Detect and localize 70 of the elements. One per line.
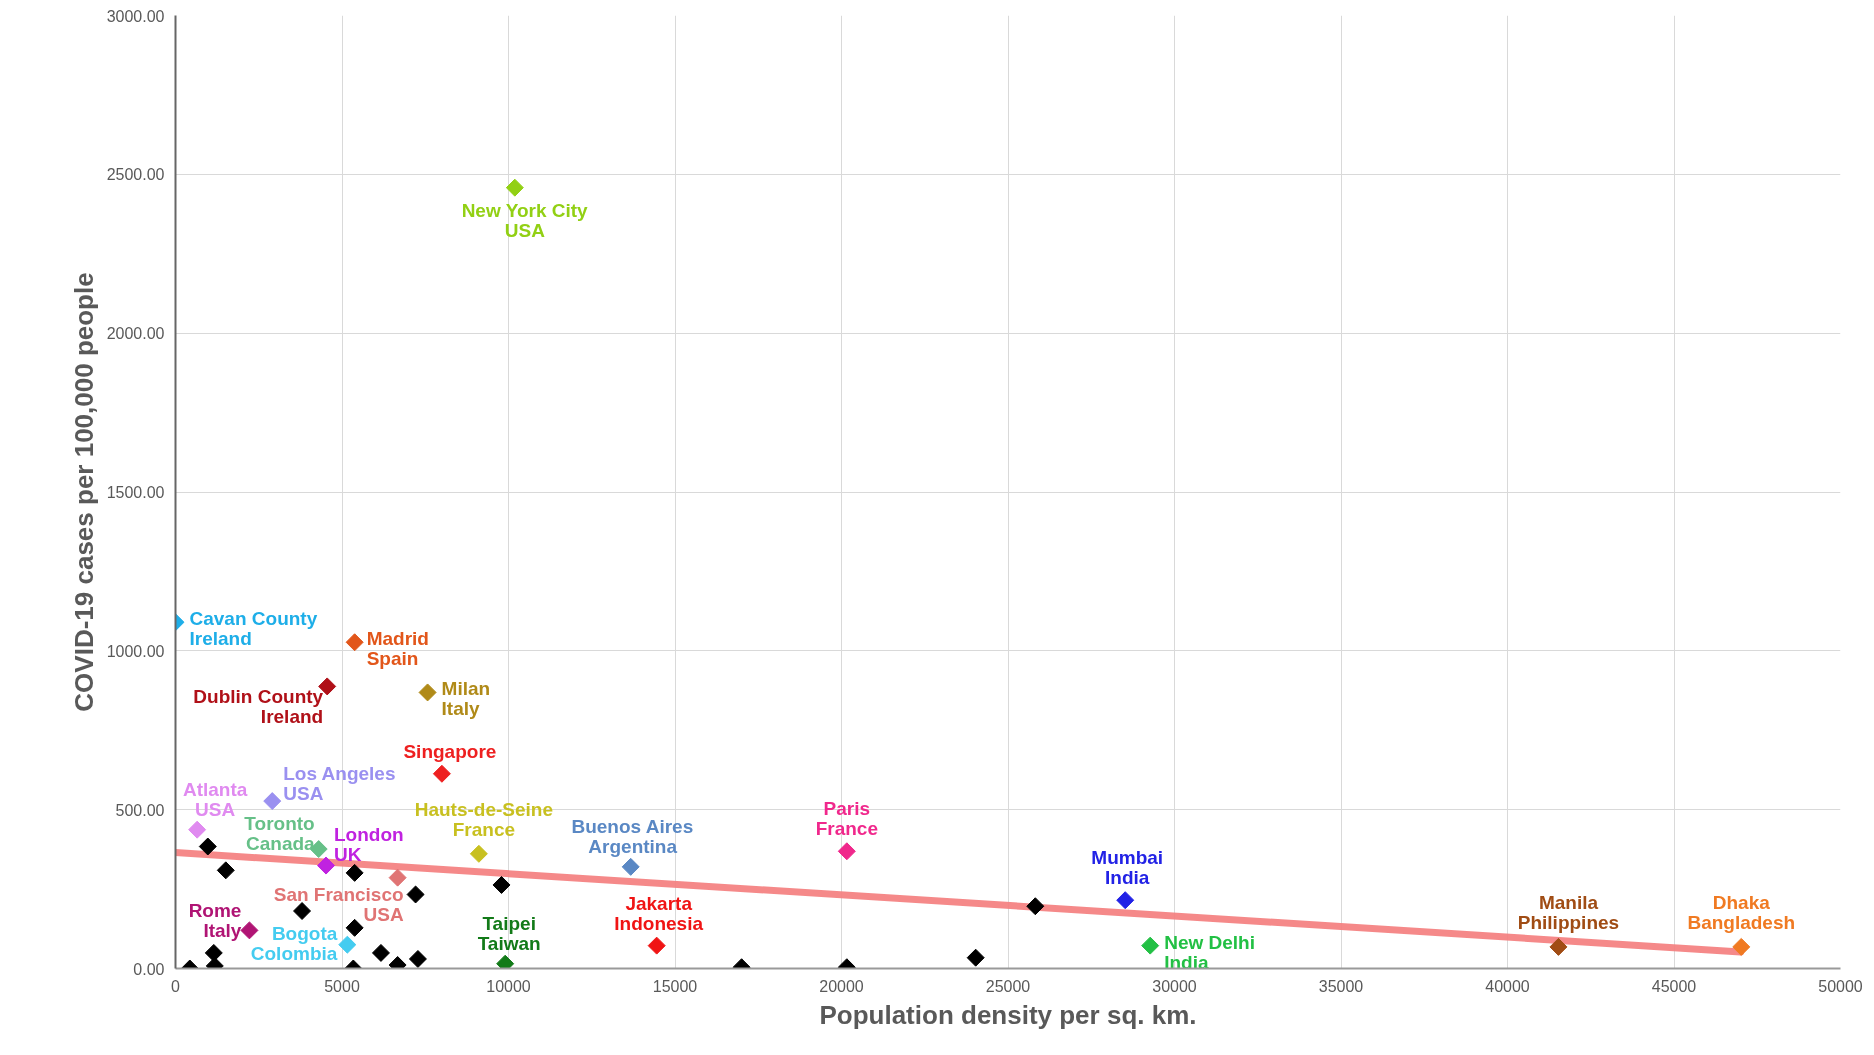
- point: [345, 633, 364, 652]
- point: [216, 861, 235, 880]
- x-tick-label: 35000: [1318, 977, 1364, 995]
- y-tick-label: 2000.00: [106, 325, 165, 343]
- series-label: Los Angeles USA: [283, 763, 396, 805]
- y-tick-label: 1000.00: [106, 642, 165, 660]
- x-tick-label: 40000: [1485, 977, 1530, 995]
- series-label: New York City USA: [461, 199, 589, 241]
- point: [1026, 897, 1045, 916]
- point: [966, 948, 985, 967]
- y-tick-label: 500.00: [115, 801, 165, 819]
- x-tick-label: 20000: [819, 977, 864, 995]
- series-label: Dublin County Ireland: [193, 686, 324, 728]
- series-label: Madrid Spain: [366, 628, 429, 670]
- point: [406, 885, 425, 904]
- point: [492, 875, 511, 894]
- point: [1141, 936, 1160, 955]
- x-axis-title: Population density per sq. km.: [819, 999, 1197, 1030]
- x-tick-label: 5000: [324, 977, 360, 995]
- series-label: Hauts-de-Seine France: [414, 798, 554, 840]
- series-label: London UK: [334, 823, 404, 865]
- point: [317, 856, 335, 875]
- point: [338, 935, 357, 954]
- series-label: Manila Philippines: [1517, 891, 1620, 933]
- point: [469, 844, 488, 863]
- y-tick-label: 1500.00: [106, 484, 165, 501]
- x-tick-label: 10000: [486, 977, 531, 995]
- point: [345, 918, 364, 937]
- series-label: Buenos Aires Argentina: [571, 815, 694, 857]
- point: [647, 936, 666, 955]
- series-label: Cavan County Ireland: [189, 608, 318, 650]
- series-label: Jakarta Indonesia: [614, 892, 704, 934]
- x-tick-label: 50000: [1818, 977, 1863, 995]
- point: [432, 764, 451, 783]
- point: [408, 949, 427, 968]
- y-tick-label: 2500.00: [106, 166, 165, 184]
- point: [1116, 891, 1135, 910]
- point: [293, 902, 312, 920]
- y-tick-label: 0.00: [133, 960, 165, 978]
- point: [837, 842, 856, 861]
- point: [204, 943, 223, 962]
- series-label: Taipei Taiwan: [477, 912, 541, 954]
- point: [371, 943, 390, 962]
- series-label: Rome Italy: [188, 900, 242, 942]
- point: [345, 863, 364, 882]
- series-label: Toronto Canada: [244, 813, 316, 855]
- point: [418, 683, 437, 702]
- x-tick-label: 30000: [1152, 977, 1197, 995]
- x-tick-label: 45000: [1651, 977, 1697, 995]
- series-label: Paris France: [815, 798, 878, 840]
- point: [1549, 937, 1568, 956]
- series-label: Milan Italy: [441, 678, 491, 720]
- series-label: Singapore: [403, 740, 497, 762]
- point: [1732, 937, 1751, 956]
- point: [263, 792, 282, 811]
- point: [198, 837, 217, 856]
- point: [505, 178, 524, 197]
- point: [621, 857, 640, 876]
- x-tick-label: 0: [171, 977, 181, 995]
- series-label: Mumbai India: [1091, 847, 1164, 889]
- series-label: Bogota Colombia: [250, 922, 338, 964]
- x-tick-label: 15000: [652, 977, 698, 995]
- y-axis-title: COVID-19 cases per 100,000 people: [68, 272, 99, 712]
- y-tick-label: 3000.00: [106, 7, 165, 25]
- series-label: Dhaka Bangladesh: [1687, 891, 1796, 933]
- x-tick-label: 25000: [985, 977, 1031, 995]
- point: [188, 820, 207, 839]
- series-label: San Francisco USA: [273, 883, 404, 925]
- point: [388, 868, 407, 887]
- point: [240, 921, 259, 940]
